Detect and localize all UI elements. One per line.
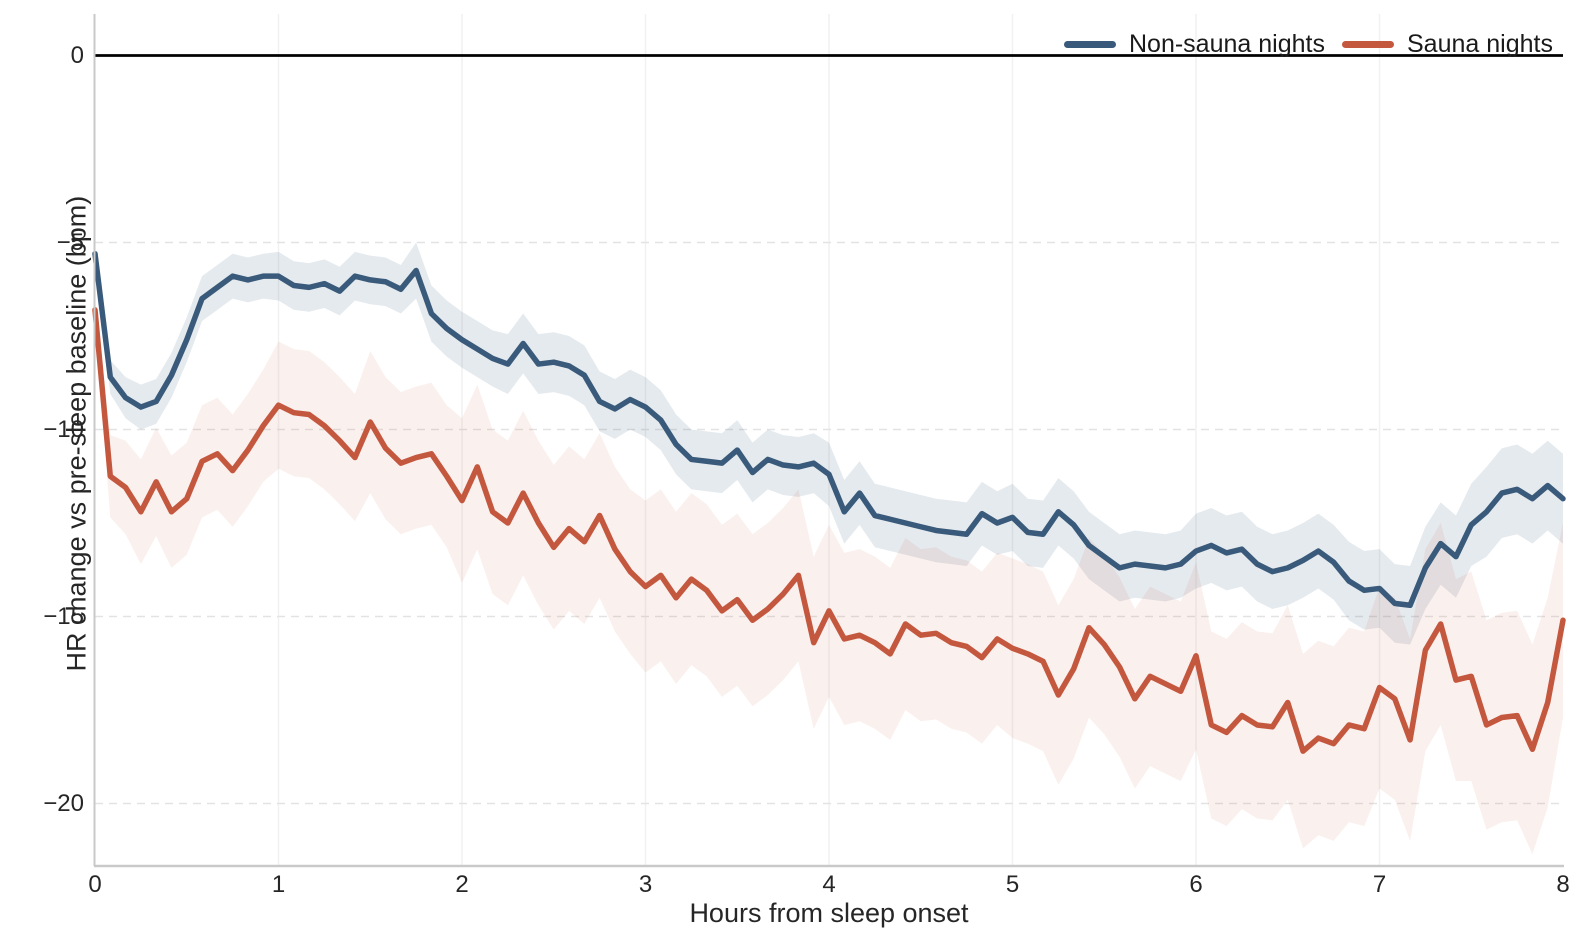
x-tick-label-3: 3 [638,871,653,898]
legend-item-sauna: Sauna nights [1342,30,1553,58]
x-tick-label-2: 2 [455,871,469,898]
x-tick-label-7: 7 [1372,871,1387,898]
series-band-0 [95,242,1563,645]
y-tick-label-m15: −15 [43,602,84,630]
y-axis-title: HR change vs pre-sleep baseline (bpm) [61,195,92,672]
x-tick-label-0: 0 [88,871,102,898]
x-tick-label-5: 5 [1005,871,1020,898]
y-tick-label-m20: −20 [43,789,84,817]
series-line-1 [92,307,1566,754]
x-tick-label-8: 8 [1556,871,1570,898]
series-band-1 [95,298,1563,854]
y-tick-label-m5: −5 [56,228,84,256]
series-line-0 [92,250,1566,609]
y-tick-label-m10: −10 [43,415,84,443]
x-tick-label-4: 4 [822,871,836,898]
x-tick-label-6: 6 [1189,871,1203,898]
x-axis-title: Hours from sleep onset [689,898,969,928]
legend-item-non-sauna: Non-sauna nights [1064,30,1325,58]
y-tick-label-0: 0 [70,41,84,69]
legend-label-sauna: Sauna nights [1407,29,1553,58]
legend-swatch-non-sauna-icon [1064,40,1116,48]
legend-swatch-sauna-icon [1342,40,1394,48]
legend-label-non-sauna: Non-sauna nights [1129,29,1325,58]
x-tick-label-1: 1 [271,871,286,898]
